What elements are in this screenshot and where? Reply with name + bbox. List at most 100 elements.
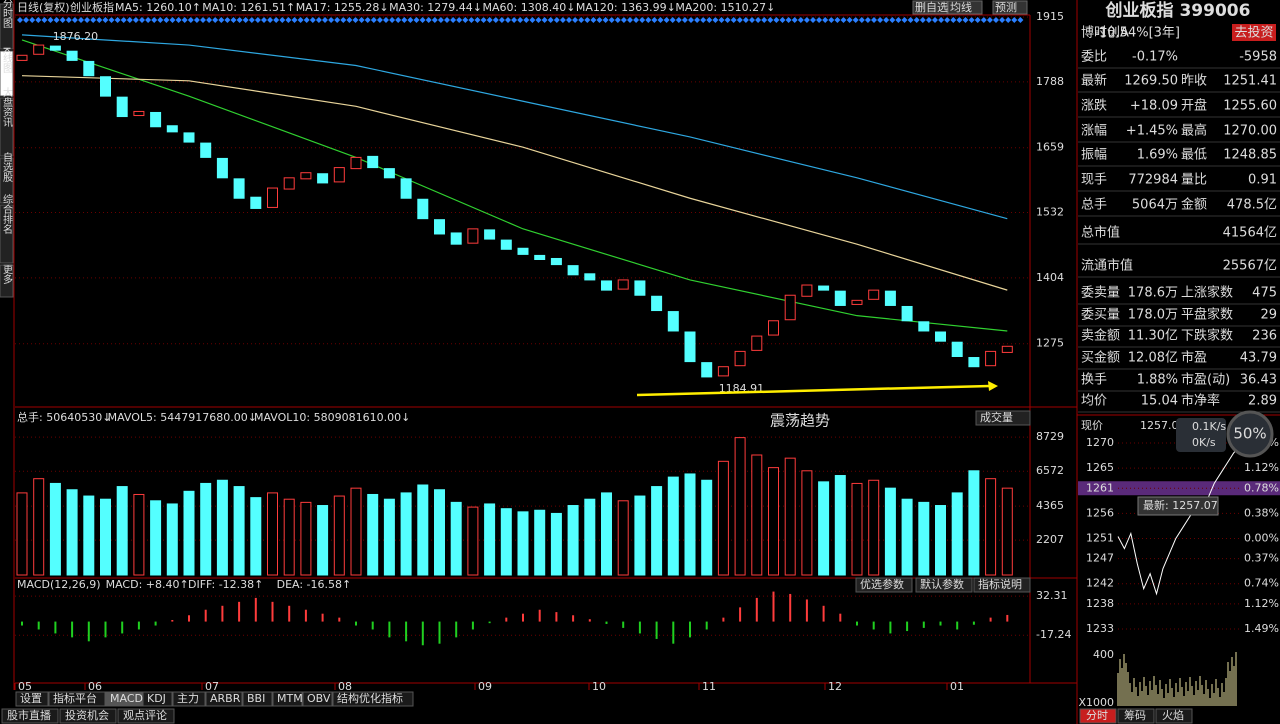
panel-tab-label[interactable]: 筹码 — [1124, 708, 1146, 722]
signal-diamond — [425, 17, 432, 23]
tab-label[interactable]: OBV — [307, 692, 331, 705]
quote-value: 5064万 — [1132, 198, 1178, 213]
sidebar-tab[interactable] — [0, 3, 14, 50]
bottom-tab[interactable] — [117, 708, 175, 724]
tab[interactable] — [332, 691, 414, 707]
panel-tab[interactable] — [1155, 708, 1193, 724]
quote-value: -5958 — [1239, 50, 1277, 65]
quote-label: 金额 — [1181, 197, 1207, 213]
sidebar-label[interactable]: 分时图 — [1, 0, 13, 29]
tab[interactable] — [242, 691, 273, 707]
signal-diamond — [968, 17, 975, 23]
ma-line — [21, 75, 1008, 291]
sidebar-tab[interactable] — [0, 264, 14, 298]
invest-button[interactable] — [1232, 24, 1276, 41]
signal-diamond — [346, 17, 353, 23]
signal-diamond — [712, 17, 719, 23]
volume-selector-label[interactable]: 成交量 — [980, 410, 1013, 424]
candle — [450, 232, 462, 245]
volume-bar — [901, 498, 913, 576]
sidebar-tab[interactable] — [0, 50, 14, 97]
macd-button-label[interactable]: 优选参数 — [860, 577, 904, 591]
volume-bar — [367, 493, 379, 576]
bottom-tab[interactable] — [59, 708, 117, 724]
tab[interactable] — [172, 691, 206, 707]
volume-bar — [601, 492, 612, 576]
toolbar-button[interactable] — [992, 0, 1028, 15]
signal-diamond — [529, 17, 536, 23]
volume-selector[interactable] — [975, 410, 1031, 426]
signal-diamond — [633, 17, 640, 23]
sidebar-label[interactable]: 自选股 — [1, 151, 13, 183]
macd-button-label[interactable]: 默认参数 — [920, 577, 964, 591]
bottom-tab-label[interactable]: 投资机会 — [65, 708, 109, 722]
toolbar-button[interactable] — [912, 0, 948, 15]
tab-label[interactable]: KDJ — [147, 692, 166, 705]
y-tick-label: 1256 — [1086, 506, 1114, 519]
tab-label[interactable]: 设置 — [20, 692, 42, 705]
panel-tab[interactable] — [1079, 708, 1117, 724]
high-label: 1876.20 — [53, 30, 98, 43]
bottom-tab-label[interactable]: 股市直播 — [7, 708, 51, 722]
sidebar-tab[interactable] — [0, 204, 14, 264]
panel-tab[interactable] — [1117, 708, 1155, 724]
signal-diamond — [590, 17, 597, 23]
tab[interactable] — [272, 691, 303, 707]
tab-label[interactable]: MTM — [277, 692, 303, 705]
signal-diamond — [78, 17, 84, 23]
tab-label[interactable]: 主力 — [177, 692, 199, 705]
macd-button[interactable] — [915, 577, 973, 593]
sidebar-label[interactable]: 大盘资讯 — [1, 86, 13, 128]
sidebar-tab[interactable] — [0, 97, 14, 157]
panel-tab-label[interactable]: 分时 — [1086, 709, 1108, 722]
month-label: 11 — [702, 680, 716, 693]
tab[interactable] — [48, 691, 106, 707]
macd-button-label[interactable]: 指标说明 — [978, 577, 1022, 591]
sidebar-label[interactable]: 更多 — [1, 264, 13, 285]
candle — [884, 290, 896, 306]
quote-label: 下跌家数 — [1181, 328, 1233, 344]
macd-bar — [238, 601, 241, 622]
signal-diamond — [474, 17, 481, 23]
macd-button[interactable] — [973, 577, 1031, 593]
signal-diamond — [120, 17, 127, 23]
tab[interactable] — [142, 691, 173, 707]
invest-button-label[interactable]: 去投资 — [1234, 25, 1273, 41]
sidebar-label[interactable]: 综合排名 — [1, 193, 13, 235]
signal-diamond — [315, 17, 322, 23]
macd-legend: MACD: +8.40↑ — [106, 578, 189, 591]
tooltip — [1137, 496, 1219, 516]
bottom-tab[interactable] — [1, 708, 59, 724]
tab[interactable] — [105, 691, 143, 707]
signal-diamond — [932, 17, 938, 23]
tab[interactable] — [205, 691, 243, 707]
quote-label: 涨跌 — [1081, 98, 1107, 114]
tab-label[interactable]: MACD — [110, 692, 143, 705]
toolbar-label[interactable]: 均线 — [950, 0, 972, 14]
signal-diamond — [895, 17, 902, 23]
signal-diamond — [84, 17, 91, 23]
signal-diamond — [547, 17, 554, 23]
tab-label[interactable]: 结构优化指标 — [337, 691, 403, 705]
sidebar-tab[interactable] — [0, 157, 14, 204]
tab-label[interactable]: BBI — [247, 692, 265, 705]
panel-tab-label[interactable]: 火焰 — [1162, 708, 1184, 722]
signal-diamond — [431, 17, 438, 23]
tab[interactable] — [302, 691, 333, 707]
signal-diamond — [206, 17, 213, 23]
pct-label: 0.38% — [1244, 506, 1279, 519]
toolbar-label[interactable]: 删自选 — [915, 1, 948, 14]
sidebar-label[interactable]: K线图 — [1, 47, 13, 74]
price-value: 1257.07 — [1140, 419, 1186, 432]
macd-bar — [522, 613, 524, 622]
macd-button[interactable] — [855, 577, 913, 593]
toolbar-label[interactable]: 预测 — [995, 1, 1017, 14]
signal-diamond — [889, 17, 896, 23]
bottom-tab-label[interactable]: 观点评论 — [123, 708, 167, 722]
tab[interactable] — [15, 691, 49, 707]
tab-label[interactable]: ARBR — [210, 692, 241, 705]
month-label: 06 — [88, 680, 102, 693]
signal-diamond — [816, 17, 823, 23]
toolbar-button[interactable] — [947, 0, 983, 15]
tab-label[interactable]: 指标平台 — [53, 691, 97, 705]
